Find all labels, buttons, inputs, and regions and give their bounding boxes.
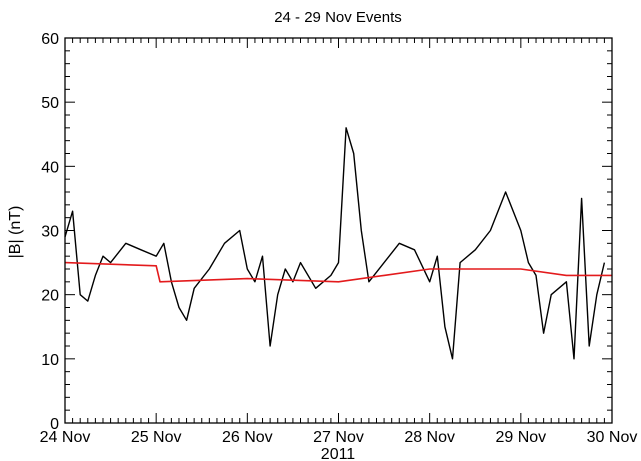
x-tick-label: 30 Nov	[587, 429, 638, 446]
y-tick-label: 20	[41, 288, 59, 305]
plot-frame	[64, 37, 613, 424]
x-tick-label: 25 Nov	[131, 429, 182, 446]
y-tick-label: 10	[41, 352, 59, 369]
y-tick-label: 50	[41, 95, 59, 112]
field-magnitude-line	[64, 127, 606, 360]
y-axis-label: |B| (nT)	[7, 206, 24, 259]
x-tick-label: 27 Nov	[313, 429, 364, 446]
x-tick-label: 29 Nov	[495, 429, 546, 446]
y-tick-label: 0	[50, 416, 59, 433]
y-tick-label: 30	[41, 224, 59, 241]
x-tick-label: 26 Nov	[222, 429, 273, 446]
reference-line	[64, 261, 612, 283]
x-tick-label: 28 Nov	[404, 429, 455, 446]
x-axis-label: 2011	[321, 446, 356, 461]
chart-title: 24 - 29 Nov Events	[274, 9, 402, 26]
y-tick-label: 40	[41, 159, 59, 176]
y-tick-label: 60	[41, 31, 59, 48]
x-tick-label: 24 Nov	[40, 429, 91, 446]
